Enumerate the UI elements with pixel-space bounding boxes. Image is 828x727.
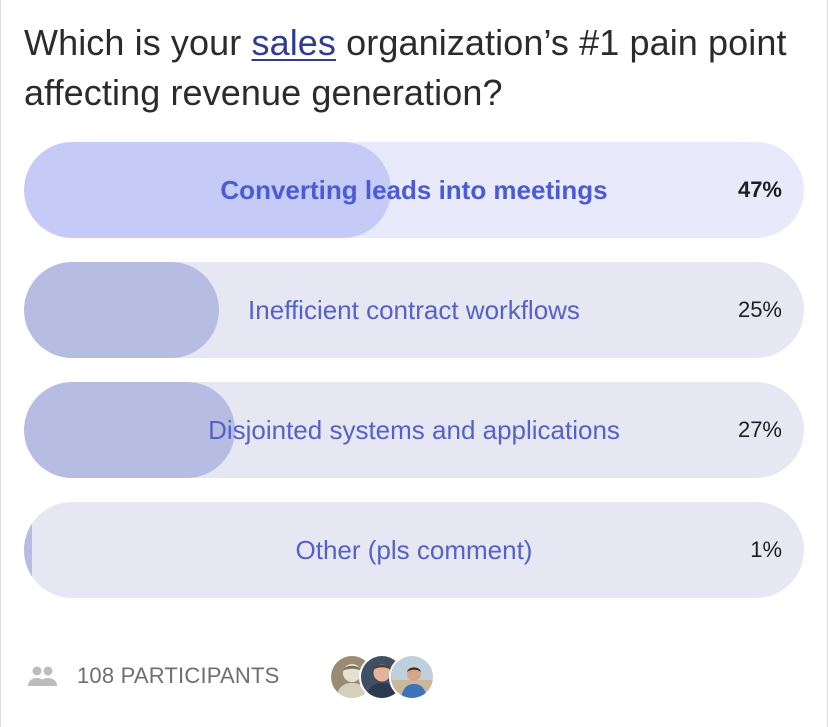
poll-option-contract-workflows[interactable]: Inefficient contract workflows 25% — [24, 262, 804, 358]
people-icon — [28, 666, 57, 686]
poll-option-converting-leads[interactable]: Converting leads into meetings 47% — [24, 142, 804, 238]
participant-avatars[interactable] — [329, 654, 435, 700]
poll-option-label: Converting leads into meetings — [220, 175, 608, 205]
poll-option-other[interactable]: Other (pls comment) 1% — [24, 502, 804, 598]
poll-option-label: Other (pls comment) — [295, 535, 533, 565]
poll-option-percent: 1% — [750, 537, 782, 562]
poll-footer: 108 PARTICIPANTS — [27, 652, 280, 700]
poll-option-fill — [24, 142, 391, 238]
poll-option-disjointed-systems[interactable]: Disjointed systems and applications 27% — [24, 382, 804, 478]
poll-question: Which is your sales organization’s #1 pa… — [24, 18, 804, 118]
poll-options: Converting leads into meetings 47% Ineff… — [24, 142, 804, 622]
poll-option-percent: 25% — [737, 297, 782, 322]
question-text-start: Which is your — [24, 22, 252, 63]
question-text-end: organization’s #1 pain point affecting r… — [24, 22, 787, 113]
poll-option-label: Disjointed systems and applications — [208, 415, 620, 445]
poll-option-percent: 27% — [737, 417, 782, 442]
avatar — [389, 654, 435, 700]
poll-option-label: Inefficient contract workflows — [248, 295, 580, 325]
poll-option-percent: 47% — [737, 177, 782, 202]
poll-option-fill — [24, 502, 32, 598]
sales-link[interactable]: sales — [251, 22, 337, 63]
participants-count[interactable]: 108 PARTICIPANTS — [77, 663, 280, 688]
poll-option-fill — [24, 262, 219, 358]
poll-option-fill — [24, 382, 235, 478]
